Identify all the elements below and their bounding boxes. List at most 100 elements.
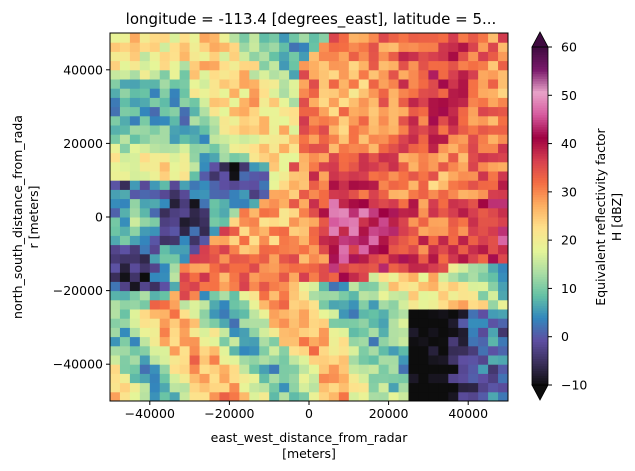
- heatmap-cell: [368, 161, 380, 172]
- heatmap-cell: [299, 244, 310, 255]
- heatmap-cell: [199, 299, 210, 310]
- heatmap-cell: [129, 226, 141, 236]
- heatmap-cell: [229, 180, 240, 190]
- heatmap-cell: [189, 345, 201, 356]
- heatmap-cell: [199, 226, 210, 236]
- heatmap-cell: [468, 180, 479, 190]
- heatmap-cell: [259, 60, 270, 71]
- heatmap-cell: [428, 263, 439, 273]
- heatmap-cell: [318, 272, 330, 282]
- heatmap-cell: [378, 253, 390, 264]
- heatmap-cell: [219, 88, 230, 98]
- heatmap-cell: [458, 263, 469, 273]
- heatmap-cell: [418, 69, 429, 80]
- heatmap-cell: [318, 327, 330, 338]
- colorbar-swatch: [532, 167, 548, 171]
- heatmap-cell: [209, 152, 220, 163]
- heatmap-cell: [149, 272, 161, 282]
- heatmap-cell: [348, 382, 360, 393]
- heatmap-cell: [110, 171, 121, 181]
- heatmap-cell: [139, 364, 151, 374]
- colorbar-label: Equivalent reflectivity factor: [593, 127, 608, 305]
- heatmap-cell: [438, 327, 449, 338]
- heatmap-cell: [159, 226, 171, 236]
- colorbar-swatch: [532, 368, 548, 372]
- heatmap-cell: [338, 373, 350, 384]
- heatmap-cell: [189, 198, 201, 209]
- heatmap-cell: [338, 198, 350, 209]
- heatmap-cell: [458, 97, 469, 108]
- heatmap-cell: [309, 180, 320, 190]
- heatmap-cell: [169, 364, 181, 374]
- heatmap-cell: [309, 88, 320, 98]
- heatmap-cell: [418, 244, 429, 255]
- heatmap-cell: [478, 382, 489, 393]
- heatmap-cell: [129, 391, 141, 401]
- heatmap-cell: [478, 33, 489, 43]
- heatmap-cell: [458, 106, 469, 117]
- heatmap-cell: [408, 373, 419, 384]
- heatmap-cell: [239, 272, 250, 282]
- colorbar-swatch: [532, 119, 548, 123]
- heatmap-cell: [378, 244, 390, 255]
- heatmap-cell: [368, 263, 380, 273]
- heatmap-cell: [269, 134, 280, 144]
- colorbar-swatch: [532, 278, 548, 282]
- heatmap-cell: [418, 125, 429, 135]
- colorbar-swatch: [532, 327, 548, 331]
- heatmap-cell: [269, 318, 280, 328]
- heatmap-cell: [468, 125, 479, 135]
- heatmap-cell: [378, 152, 390, 163]
- heatmap-cell: [259, 263, 270, 273]
- heatmap-cell: [269, 42, 280, 52]
- heatmap-cell: [418, 97, 429, 108]
- heatmap-cell: [209, 226, 220, 236]
- heatmap-cell: [139, 134, 151, 144]
- heatmap-cell: [408, 253, 419, 264]
- heatmap-cell: [110, 253, 121, 264]
- heatmap-cell: [458, 382, 469, 393]
- heatmap-cell: [338, 51, 350, 62]
- heatmap-cell: [199, 97, 210, 108]
- heatmap-cell: [368, 143, 380, 154]
- heatmap-cell: [338, 318, 350, 328]
- heatmap-cell: [289, 382, 300, 393]
- heatmap-cell: [428, 355, 439, 365]
- heatmap-cell: [169, 97, 181, 108]
- heatmap-cell: [249, 263, 260, 273]
- heatmap-cell: [388, 263, 400, 273]
- heatmap-cell: [229, 382, 240, 393]
- heatmap-cell: [318, 152, 330, 163]
- heatmap-cell: [498, 51, 508, 62]
- heatmap-cell: [199, 171, 210, 181]
- heatmap-cell: [438, 115, 449, 126]
- heatmap-cell: [398, 281, 409, 292]
- heatmap-cell: [398, 171, 409, 181]
- heatmap-cell: [498, 79, 508, 89]
- heatmap-cell: [478, 180, 489, 190]
- heatmap-cell: [169, 244, 181, 255]
- heatmap-cell: [338, 364, 350, 374]
- heatmap-cell: [149, 51, 161, 62]
- heatmap-cell: [338, 143, 350, 154]
- colorbar-swatch: [532, 276, 548, 280]
- heatmap-cell: [110, 309, 121, 319]
- colorbar-swatch: [532, 145, 548, 149]
- heatmap-cell: [478, 60, 489, 71]
- heatmap-cell: [179, 299, 191, 310]
- heatmap-cell: [239, 115, 250, 126]
- colorbar-swatch: [532, 92, 548, 96]
- heatmap-cell: [279, 134, 290, 144]
- heatmap-cell: [209, 51, 220, 62]
- heatmap-cell: [249, 134, 260, 144]
- heatmap-cell: [139, 198, 151, 209]
- colorbar-swatch: [532, 182, 548, 186]
- heatmap-cell: [169, 345, 181, 356]
- heatmap-cell: [378, 382, 390, 393]
- y-tick-label: −40000: [53, 357, 103, 372]
- heatmap-cell: [488, 51, 499, 62]
- heatmap-cell: [418, 79, 429, 89]
- heatmap-cell: [299, 51, 310, 62]
- heatmap-cell: [110, 143, 121, 154]
